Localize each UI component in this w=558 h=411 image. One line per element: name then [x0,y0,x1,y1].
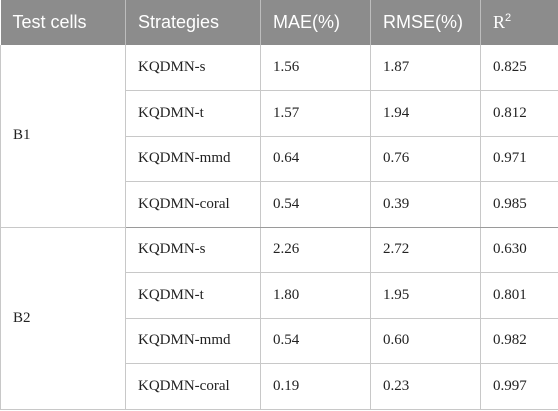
mae-cell: 1.56 [260,45,371,91]
header-strategies: Strategies [125,0,261,45]
rmse-cell: 0.76 [370,136,481,182]
mae-cell: 0.19 [260,363,371,410]
strategy-cell: KQDMN-t [125,90,261,137]
strategy-cell: KQDMN-mmd [125,136,261,182]
r2-cell: 0.825 [480,45,558,91]
strategy-cell: KQDMN-s [125,45,261,91]
header-row: Test cells Strategies MAE(%) RMSE(%) R2 [0,0,558,45]
test-cell-label: B2 [0,227,126,410]
table-row: KQDMN-mmd 0.64 0.76 0.971 [1,136,558,182]
strategy-cell: KQDMN-s [125,227,261,273]
mae-cell: 1.57 [260,90,371,137]
header-mae: MAE(%) [260,0,371,45]
header-r2: R2 [481,0,558,45]
strategy-cell: KQDMN-coral [125,363,261,410]
mae-cell: 0.54 [260,318,371,364]
rmse-cell: 0.39 [370,181,481,228]
table-row: KQDMN-coral 0.19 0.23 0.997 [1,363,558,410]
r2-cell: 0.812 [480,90,558,137]
r2-cell: 0.982 [480,318,558,364]
test-cell-label: B1 [0,45,126,228]
table-row: B1 KQDMN-s 1.56 1.87 0.825 [0,45,558,228]
rmse-cell: 0.60 [370,318,481,364]
header-r2-superscript: 2 [505,12,512,24]
mae-cell: 2.26 [260,227,371,273]
strategy-cell: KQDMN-coral [125,181,261,228]
rmse-cell: 1.94 [370,90,481,137]
table-row: B2 KQDMN-s 2.26 2.72 0.630 [0,227,558,410]
mae-cell: 0.64 [260,136,371,182]
table-row: KQDMN-coral 0.54 0.39 0.985 [1,181,558,228]
strategy-cell: KQDMN-mmd [125,318,261,364]
header-r2-base: R [493,12,506,32]
table-row: KQDMN-t 1.57 1.94 0.812 [1,90,558,137]
r2-cell: 0.997 [480,363,558,410]
rmse-cell: 1.87 [370,45,481,91]
rmse-cell: 2.72 [370,227,481,273]
header-test-cells: Test cells [0,0,126,45]
header-rmse: RMSE(%) [370,0,481,45]
table-row: KQDMN-mmd 0.54 0.60 0.982 [1,318,558,364]
r2-cell: 0.971 [480,136,558,182]
r2-cell: 0.630 [480,227,558,273]
strategy-cell: KQDMN-t [125,272,261,319]
table-body: B1 KQDMN-s 1.56 1.87 0.825 KQDMN-t 1.57 … [0,45,558,410]
rmse-cell: 0.23 [370,363,481,410]
r2-cell: 0.985 [480,181,558,228]
r2-cell: 0.801 [480,272,558,319]
rmse-cell: 1.95 [370,272,481,319]
mae-cell: 0.54 [260,181,371,228]
table-header: Test cells Strategies MAE(%) RMSE(%) R2 [0,0,558,45]
mae-cell: 1.80 [260,272,371,319]
table-row: KQDMN-t 1.80 1.95 0.801 [1,272,558,319]
